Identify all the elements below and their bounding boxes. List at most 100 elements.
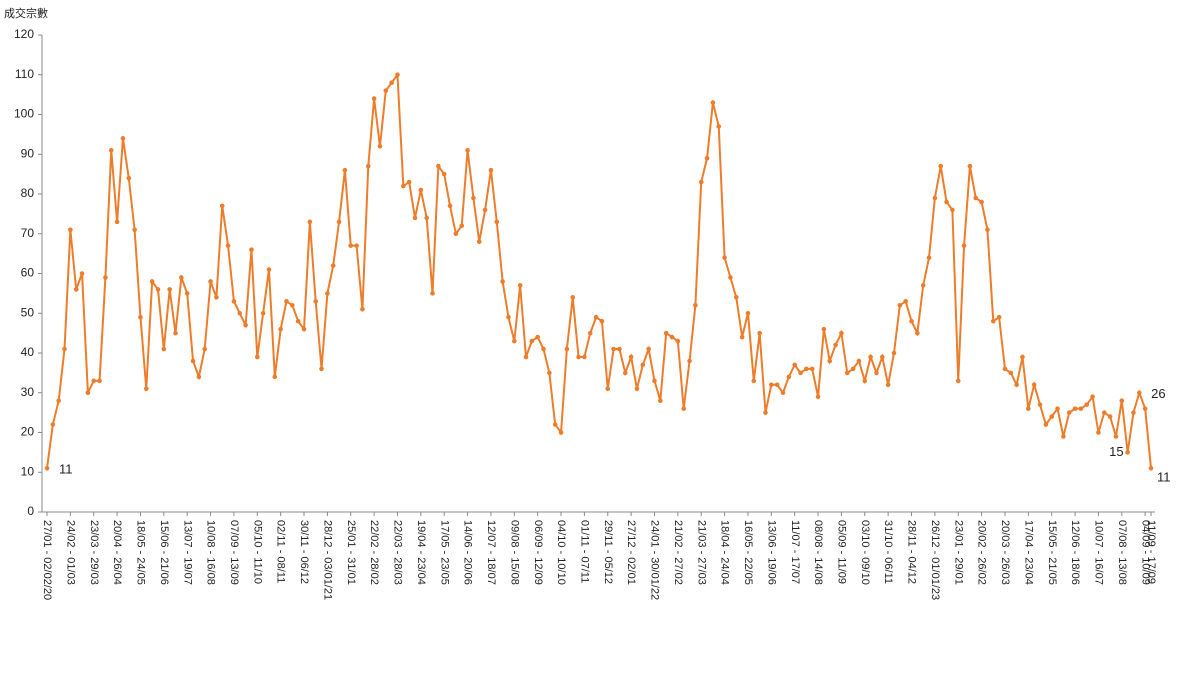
point bbox=[757, 330, 762, 336]
y-tick-label: 120 bbox=[14, 27, 34, 41]
point bbox=[336, 219, 342, 225]
x-tick-label: 13/07 - 19/07 bbox=[181, 520, 193, 585]
point bbox=[944, 199, 949, 205]
point bbox=[453, 231, 459, 237]
point bbox=[552, 422, 558, 427]
x-tick-label: 29/11 - 05/12 bbox=[602, 520, 614, 584]
x-tick-label: 09/08 - 15/08 bbox=[508, 520, 520, 585]
point bbox=[722, 255, 727, 260]
point bbox=[523, 354, 529, 360]
point bbox=[681, 406, 686, 411]
point bbox=[1137, 390, 1142, 396]
point bbox=[506, 314, 511, 320]
point bbox=[617, 346, 622, 352]
point bbox=[634, 386, 640, 392]
x-tick-label: 31/10 - 06/11 bbox=[882, 520, 894, 584]
x-tick-label: 04/10 - 10/10 bbox=[555, 520, 567, 585]
x-tick-label: 27/01 - 02/02/20 bbox=[41, 520, 53, 600]
x-tick-label: 28/11 - 04/12 bbox=[906, 520, 918, 584]
point bbox=[243, 322, 248, 328]
point bbox=[687, 358, 692, 364]
point bbox=[161, 346, 167, 352]
y-tick-label: 30 bbox=[21, 385, 35, 399]
x-tick-label: 04/09 - 10/09 bbox=[1139, 520, 1151, 585]
point bbox=[50, 422, 56, 427]
point bbox=[541, 346, 546, 352]
x-tick-label: 22/03 - 28/03 bbox=[392, 520, 404, 585]
point bbox=[874, 370, 879, 376]
point bbox=[301, 326, 307, 332]
x-tick-label: 13/06 - 19/06 bbox=[765, 520, 777, 585]
point bbox=[465, 147, 470, 153]
point bbox=[62, 346, 67, 352]
point bbox=[821, 326, 827, 332]
point bbox=[412, 215, 418, 221]
point bbox=[675, 338, 681, 344]
point bbox=[599, 318, 605, 324]
x-tick-label: 08/08 - 14/08 bbox=[812, 520, 824, 585]
point bbox=[132, 227, 137, 233]
point bbox=[582, 354, 587, 360]
point bbox=[973, 195, 979, 201]
point bbox=[500, 279, 505, 284]
point bbox=[1084, 402, 1090, 407]
point bbox=[804, 366, 809, 372]
point bbox=[774, 382, 780, 388]
point bbox=[126, 175, 132, 181]
y-tick-label: 40 bbox=[21, 345, 35, 359]
point bbox=[436, 163, 441, 169]
point bbox=[103, 275, 108, 280]
point bbox=[587, 330, 593, 336]
point bbox=[290, 303, 295, 308]
point bbox=[144, 386, 149, 392]
point bbox=[202, 346, 208, 352]
point bbox=[190, 358, 196, 364]
point bbox=[716, 124, 722, 129]
point bbox=[482, 207, 488, 213]
point bbox=[570, 295, 576, 300]
point bbox=[1148, 465, 1154, 471]
point bbox=[447, 203, 453, 209]
point bbox=[663, 330, 669, 336]
point bbox=[1072, 406, 1078, 411]
point bbox=[576, 354, 581, 360]
point bbox=[383, 88, 389, 93]
point bbox=[155, 287, 161, 292]
point bbox=[377, 144, 383, 149]
point bbox=[652, 378, 657, 384]
point bbox=[710, 100, 716, 105]
point bbox=[441, 171, 447, 177]
point bbox=[79, 271, 85, 276]
point bbox=[885, 382, 891, 388]
x-tick-label: 01/11 - 07/11 bbox=[578, 520, 590, 583]
point bbox=[395, 72, 400, 78]
point bbox=[295, 318, 301, 324]
x-tick-label: 21/02 - 27/02 bbox=[672, 520, 684, 585]
point bbox=[815, 394, 821, 400]
x-tick-label: 17/04 - 23/04 bbox=[1022, 520, 1034, 585]
x-tick-label: 02/11 - 08/11 bbox=[275, 520, 287, 583]
point bbox=[862, 378, 868, 384]
point bbox=[728, 275, 733, 280]
point bbox=[640, 362, 646, 368]
x-tick-label: 07/08 - 13/08 bbox=[1116, 520, 1128, 585]
x-tick-label: 03/10 - 09/10 bbox=[859, 520, 871, 585]
series-line bbox=[46, 71, 1152, 469]
x-tick-label: 11/07 - 17/07 bbox=[789, 520, 801, 584]
x-tick-label: 06/09 - 12/09 bbox=[532, 520, 544, 585]
point bbox=[44, 465, 50, 471]
x-tick-label: 20/04 - 26/04 bbox=[111, 520, 123, 585]
point bbox=[915, 330, 920, 336]
point bbox=[1119, 398, 1125, 404]
x-tick-label: 26/12 - 01/01/23 bbox=[929, 520, 941, 600]
point bbox=[313, 299, 318, 304]
x-tick-label: 12/07 - 18/07 bbox=[485, 520, 497, 585]
point bbox=[219, 203, 225, 209]
point bbox=[254, 354, 260, 360]
point bbox=[354, 243, 359, 248]
point bbox=[249, 247, 254, 252]
point bbox=[529, 338, 535, 344]
data-label: 11 bbox=[1157, 470, 1171, 485]
point bbox=[1002, 366, 1008, 372]
point bbox=[751, 378, 757, 384]
